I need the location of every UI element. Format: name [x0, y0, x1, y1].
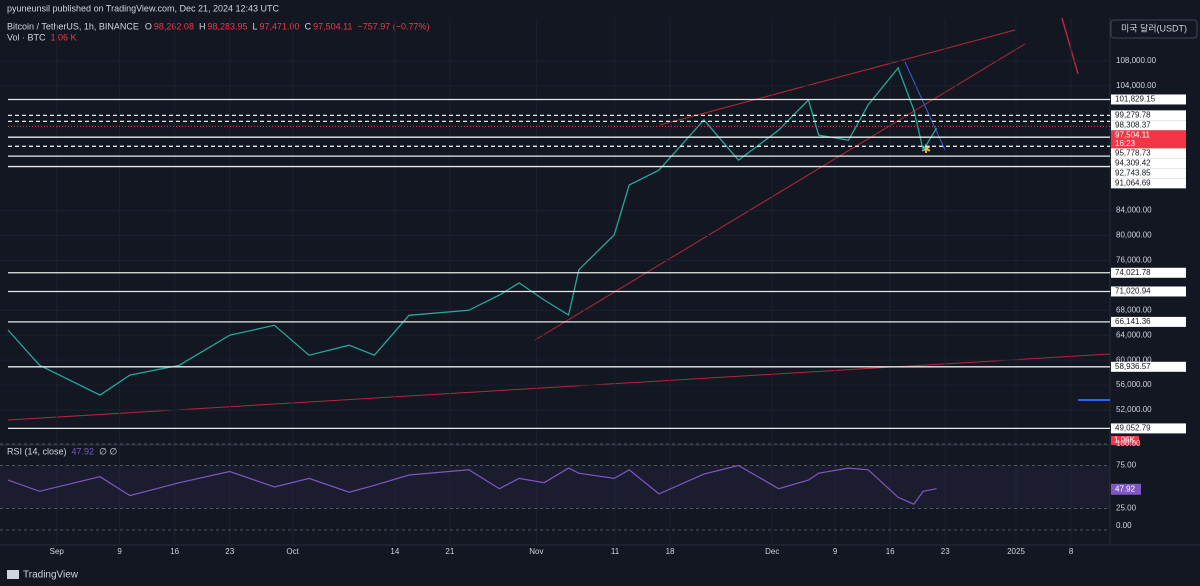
volume-label-box	[1111, 436, 1139, 445]
publisher: pyuneunsil published on TradingView.com,…	[7, 3, 280, 13]
price-label: 49,052.79	[1115, 424, 1151, 433]
ohlc-value: 98,262.08	[154, 21, 194, 31]
y-tick-label: 80,000.00	[1116, 231, 1152, 240]
currency-button-label[interactable]: 미국 달러(USDT)	[1121, 22, 1187, 33]
price-label-box	[1111, 130, 1186, 149]
trendline-blue	[904, 61, 946, 151]
rsi-line	[7, 464, 937, 505]
rsi-value-box	[1111, 483, 1141, 495]
trendline	[1061, 17, 1079, 75]
countdown: 16:23	[1115, 139, 1136, 148]
x-tick-label: 16	[170, 547, 179, 556]
trendline	[7, 353, 1111, 421]
y-tick-label: 56,000.00	[1116, 380, 1152, 389]
x-tick-label: 18	[666, 547, 675, 556]
x-tick-label: 9	[117, 547, 122, 556]
x-tick-label: Oct	[286, 547, 299, 556]
x-tick-label: 9	[833, 547, 838, 556]
rsi-icons: ∅ ∅	[99, 446, 117, 456]
price-label: 92,743.85	[1115, 168, 1151, 177]
price-label-box	[1111, 168, 1186, 179]
y-tick-label: 84,000.00	[1116, 206, 1152, 215]
y-tick-label: 104,000.00	[1116, 81, 1157, 90]
price-label-box	[1111, 267, 1186, 278]
y-tick-label: 60,000.00	[1116, 355, 1152, 364]
x-tick-label: 14	[390, 547, 399, 556]
x-tick-label: Dec	[765, 547, 779, 556]
x-tick-label: 11	[611, 547, 620, 556]
rsi-tick-label: 100.00	[1116, 439, 1141, 448]
ohlc-key: L	[253, 21, 258, 31]
price-line	[7, 66, 938, 396]
price-label: 101,829.15	[1115, 95, 1156, 104]
price-label-box	[1111, 120, 1186, 131]
x-tick-label: Sep	[50, 547, 65, 556]
y-tick-label: 68,000.00	[1116, 305, 1152, 314]
rsi-tick-label: 75.00	[1116, 461, 1137, 470]
logo-mark	[7, 570, 19, 579]
symbol: Bitcoin / TetherUS, 1h, BINANCE	[7, 21, 139, 31]
ohlc-value: 97,471.00	[260, 21, 300, 31]
price-label: 71,020.94	[1115, 287, 1151, 296]
ohlc-key: O	[145, 21, 152, 31]
price-label-box	[1111, 423, 1186, 434]
price-label: 66,141.36	[1115, 317, 1151, 326]
ohlc-key: C	[305, 21, 312, 31]
rsi-tick-label: 25.00	[1116, 504, 1137, 513]
price-label: 91,064.69	[1115, 178, 1151, 187]
change: −757.97 (−0.77%)	[357, 21, 429, 31]
price-label: 97,504.11	[1115, 130, 1151, 139]
rsi-tick-label: 0.00	[1116, 521, 1132, 530]
currency-button[interactable]	[1110, 19, 1198, 39]
volume-value: 1.06 K	[51, 32, 77, 42]
price-label: 74,021.78	[1115, 268, 1151, 277]
brand-name: TradingView	[23, 570, 79, 581]
volume-label: 1.06K	[1114, 436, 1136, 445]
price-label-box	[1111, 110, 1186, 121]
price-label: 95,778.73	[1115, 148, 1151, 157]
rsi-title: RSI (14, close)	[7, 446, 67, 456]
y-tick-label: 52,000.00	[1116, 405, 1152, 414]
volume-title: Vol · BTC	[7, 32, 46, 42]
ohlc-key: H	[199, 21, 206, 31]
trendline	[534, 43, 1026, 341]
price-label: 98,308.37	[1115, 120, 1151, 129]
x-tick-label: Nov	[529, 547, 543, 556]
price-label-box	[1111, 178, 1186, 189]
x-tick-label: 16	[886, 547, 895, 556]
ohlc-value: 97,504.11	[313, 21, 352, 31]
price-label: 94,309.42	[1115, 158, 1151, 167]
brand-logo: TradingView	[7, 570, 79, 581]
trendline	[659, 29, 1016, 126]
x-tick-label: 8	[1069, 547, 1074, 556]
y-tick-label: 76,000.00	[1116, 256, 1152, 265]
y-tick-label: 108,000.00	[1116, 56, 1157, 65]
price-label-box	[1111, 316, 1186, 327]
price-label-box	[1111, 286, 1186, 297]
price-label-box	[1111, 158, 1186, 169]
x-tick-label: 23	[225, 547, 234, 556]
x-tick-label: 2025	[1007, 547, 1025, 556]
rsi-band	[0, 465, 1110, 509]
x-tick-label: 21	[445, 547, 454, 556]
ohlc-value: 98,283.95	[207, 21, 247, 31]
x-tick-label: 23	[941, 547, 950, 556]
price-label: 99,279.78	[1115, 110, 1151, 119]
marker-icon: ✱	[921, 142, 931, 156]
price-label: 58,936.57	[1115, 362, 1151, 371]
rsi-value-label: 47.92	[1115, 484, 1136, 493]
price-label-box	[1111, 148, 1186, 159]
rsi-legend-value: 47.92	[72, 446, 95, 456]
price-label-box	[1111, 361, 1186, 372]
price-label-box	[1111, 94, 1186, 105]
y-tick-label: 64,000.00	[1116, 330, 1152, 339]
